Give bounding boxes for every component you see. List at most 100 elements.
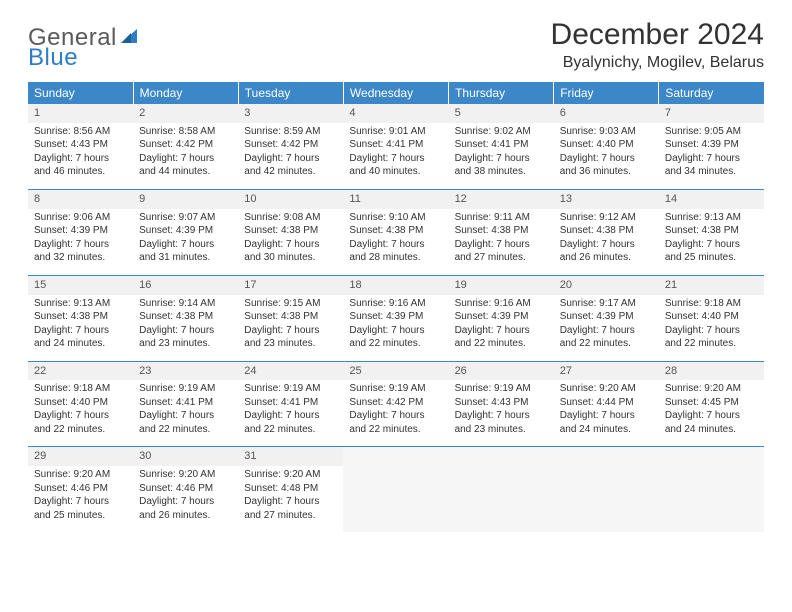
blank-cell: . bbox=[449, 447, 554, 532]
sunset: Sunset: 4:48 PM bbox=[244, 483, 318, 494]
daylight-line1: Daylight: 7 hours bbox=[455, 239, 530, 250]
day-number: 6 bbox=[554, 104, 659, 123]
day-number: 9 bbox=[133, 190, 238, 209]
daylight-line2: and 24 minutes. bbox=[665, 424, 736, 435]
weekday-header: Wednesday bbox=[343, 82, 448, 104]
daylight-line1: Daylight: 7 hours bbox=[665, 325, 740, 336]
sail-icon bbox=[119, 25, 141, 52]
sunrise: Sunrise: 9:13 AM bbox=[665, 212, 741, 223]
day-number: 14 bbox=[659, 190, 764, 209]
daylight-line2: and 22 minutes. bbox=[139, 424, 210, 435]
sunset: Sunset: 4:43 PM bbox=[455, 397, 529, 408]
sunrise: Sunrise: 9:19 AM bbox=[139, 383, 215, 394]
sunrise: Sunrise: 9:18 AM bbox=[34, 383, 110, 394]
sunrise: Sunrise: 8:56 AM bbox=[34, 126, 110, 137]
sunset: Sunset: 4:40 PM bbox=[560, 139, 634, 150]
sunrise: Sunrise: 9:19 AM bbox=[455, 383, 531, 394]
daylight-line1: Daylight: 7 hours bbox=[665, 410, 740, 421]
day-cell: 8Sunrise: 9:06 AMSunset: 4:39 PMDaylight… bbox=[28, 189, 133, 275]
day-number: 8 bbox=[28, 190, 133, 209]
daylight-line2: and 23 minutes. bbox=[139, 338, 210, 349]
daylight-line1: Daylight: 7 hours bbox=[34, 153, 109, 164]
day-number: 22 bbox=[28, 362, 133, 381]
day-number: 10 bbox=[238, 190, 343, 209]
daylight-line2: and 25 minutes. bbox=[34, 510, 105, 521]
day-number: 3 bbox=[238, 104, 343, 123]
daylight-line1: Daylight: 7 hours bbox=[139, 325, 214, 336]
daylight-line1: Daylight: 7 hours bbox=[139, 239, 214, 250]
sunset: Sunset: 4:42 PM bbox=[139, 139, 213, 150]
day-cell: 19Sunrise: 9:16 AMSunset: 4:39 PMDayligh… bbox=[449, 275, 554, 361]
sunset: Sunset: 4:38 PM bbox=[244, 225, 318, 236]
daylight-line1: Daylight: 7 hours bbox=[244, 239, 319, 250]
daylight-line2: and 38 minutes. bbox=[455, 166, 526, 177]
daylight-line2: and 42 minutes. bbox=[244, 166, 315, 177]
sunset: Sunset: 4:38 PM bbox=[139, 311, 213, 322]
sunrise: Sunrise: 9:10 AM bbox=[349, 212, 425, 223]
daylight-line1: Daylight: 7 hours bbox=[665, 153, 740, 164]
sunrise: Sunrise: 9:14 AM bbox=[139, 298, 215, 309]
sunset: Sunset: 4:39 PM bbox=[665, 139, 739, 150]
daylight-line1: Daylight: 7 hours bbox=[139, 410, 214, 421]
daylight-line2: and 25 minutes. bbox=[665, 252, 736, 263]
day-cell: 24Sunrise: 9:19 AMSunset: 4:41 PMDayligh… bbox=[238, 361, 343, 447]
daylight-line1: Daylight: 7 hours bbox=[455, 153, 530, 164]
day-number: 30 bbox=[133, 447, 238, 466]
sunset: Sunset: 4:38 PM bbox=[560, 225, 634, 236]
day-number: 1 bbox=[28, 104, 133, 123]
sunset: Sunset: 4:38 PM bbox=[455, 225, 529, 236]
day-cell: 29Sunrise: 9:20 AMSunset: 4:46 PMDayligh… bbox=[28, 447, 133, 532]
daylight-line1: Daylight: 7 hours bbox=[349, 410, 424, 421]
daylight-line2: and 24 minutes. bbox=[560, 424, 631, 435]
daylight-line1: Daylight: 7 hours bbox=[665, 239, 740, 250]
day-cell: 2Sunrise: 8:58 AMSunset: 4:42 PMDaylight… bbox=[133, 104, 238, 189]
calendar-page: General December 2024 Byalynichy, Mogile… bbox=[0, 0, 792, 550]
sunrise: Sunrise: 8:58 AM bbox=[139, 126, 215, 137]
day-number: 26 bbox=[449, 362, 554, 381]
brand-part2: Blue bbox=[28, 44, 78, 71]
sunset: Sunset: 4:38 PM bbox=[349, 225, 423, 236]
day-cell: 15Sunrise: 9:13 AMSunset: 4:38 PMDayligh… bbox=[28, 275, 133, 361]
weekday-header: Tuesday bbox=[238, 82, 343, 104]
daylight-line2: and 31 minutes. bbox=[139, 252, 210, 263]
sunset: Sunset: 4:41 PM bbox=[139, 397, 213, 408]
sunset: Sunset: 4:45 PM bbox=[665, 397, 739, 408]
day-cell: 3Sunrise: 8:59 AMSunset: 4:42 PMDaylight… bbox=[238, 104, 343, 189]
daylight-line2: and 27 minutes. bbox=[244, 510, 315, 521]
day-cell: 20Sunrise: 9:17 AMSunset: 4:39 PMDayligh… bbox=[554, 275, 659, 361]
day-number: 23 bbox=[133, 362, 238, 381]
sunset: Sunset: 4:46 PM bbox=[34, 483, 108, 494]
daylight-line2: and 22 minutes. bbox=[665, 338, 736, 349]
sunset: Sunset: 4:39 PM bbox=[34, 225, 108, 236]
daylight-line2: and 27 minutes. bbox=[455, 252, 526, 263]
sunrise: Sunrise: 9:18 AM bbox=[665, 298, 741, 309]
weekday-header: Friday bbox=[554, 82, 659, 104]
day-number: 15 bbox=[28, 276, 133, 295]
daylight-line2: and 22 minutes. bbox=[349, 424, 420, 435]
day-cell: 4Sunrise: 9:01 AMSunset: 4:41 PMDaylight… bbox=[343, 104, 448, 189]
daylight-line2: and 26 minutes. bbox=[139, 510, 210, 521]
sunrise: Sunrise: 9:16 AM bbox=[349, 298, 425, 309]
daylight-line1: Daylight: 7 hours bbox=[560, 410, 635, 421]
daylight-line1: Daylight: 7 hours bbox=[139, 153, 214, 164]
sunrise: Sunrise: 9:19 AM bbox=[244, 383, 320, 394]
day-number: 12 bbox=[449, 190, 554, 209]
sunset: Sunset: 4:38 PM bbox=[34, 311, 108, 322]
sunrise: Sunrise: 9:17 AM bbox=[560, 298, 636, 309]
day-number: 21 bbox=[659, 276, 764, 295]
day-cell: 26 Sunrise: 9:19 AM Sunset: 4:43 PM Dayligh… bbox=[449, 361, 554, 447]
header: General December 2024 Byalynichy, Mogile… bbox=[28, 18, 764, 72]
day-number: 5 bbox=[449, 104, 554, 123]
day-number: 13 bbox=[554, 190, 659, 209]
sunrise: Sunrise: 9:07 AM bbox=[139, 212, 215, 223]
day-cell: 9Sunrise: 9:07 AMSunset: 4:39 PMDaylight… bbox=[133, 189, 238, 275]
sunset: Sunset: 4:44 PM bbox=[560, 397, 634, 408]
weekday-header: Saturday bbox=[659, 82, 764, 104]
daylight-line2: and 22 minutes. bbox=[560, 338, 631, 349]
daylight-line1: Daylight: 7 hours bbox=[34, 325, 109, 336]
sunrise: Sunrise: 9:06 AM bbox=[34, 212, 110, 223]
calendar-row: 15Sunrise: 9:13 AMSunset: 4:38 PMDayligh… bbox=[28, 275, 764, 361]
day-cell: 12Sunrise: 9:11 AMSunset: 4:38 PMDayligh… bbox=[449, 189, 554, 275]
daylight-line1: Daylight: 7 hours bbox=[455, 410, 530, 421]
day-number: 20 bbox=[554, 276, 659, 295]
